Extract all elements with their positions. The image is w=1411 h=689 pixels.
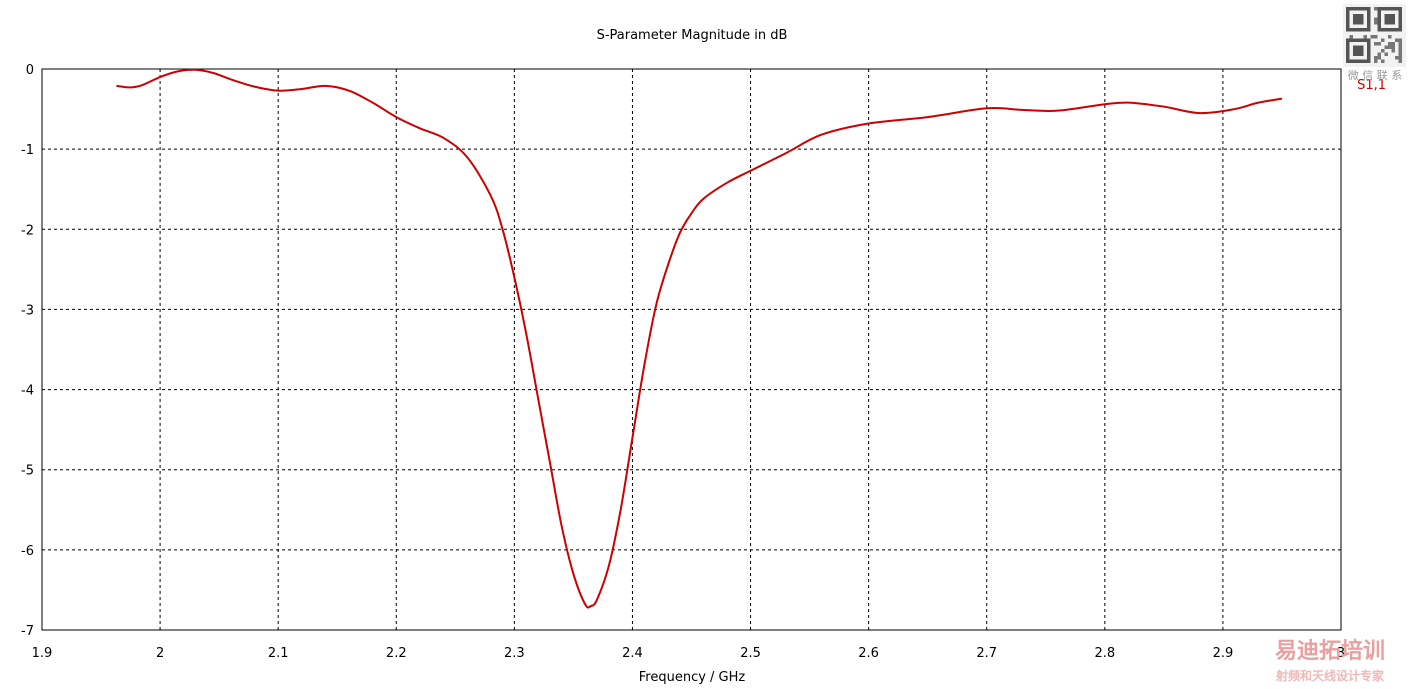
y-tick-label: -7	[21, 624, 34, 639]
y-tick-label: -1	[21, 143, 34, 158]
x-tick-label: 2.4	[622, 646, 643, 661]
qr-module	[1374, 35, 1378, 39]
x-tick-label: 2.1	[268, 646, 289, 661]
qr-module	[1395, 56, 1399, 60]
qr-module	[1370, 35, 1374, 39]
qr-module	[1388, 42, 1392, 46]
qr-module	[1374, 7, 1378, 11]
qr-module	[1374, 42, 1378, 46]
y-tick-label: -3	[21, 303, 34, 318]
x-tick-labels: 1.9 2 2.1 2.2 2.3 2.4 2.5 2.6 2.7 2.8 2.9 3	[32, 646, 1345, 661]
qr-module	[1377, 56, 1381, 60]
qr-module	[1374, 17, 1378, 21]
y-tick-label: 0	[26, 63, 34, 78]
x-tick-label: 2.7	[976, 646, 997, 661]
qr-module	[1391, 45, 1395, 49]
qr-module	[1374, 21, 1378, 25]
legend-entry-s11: S1,1	[1357, 78, 1386, 93]
x-tick-label: 2.6	[858, 646, 879, 661]
x-tick-label: 2.5	[740, 646, 761, 661]
chart-title: S-Parameter Magnitude in dB	[597, 28, 788, 43]
qr-module	[1384, 45, 1388, 49]
qr-module	[1388, 35, 1392, 39]
qr-module	[1398, 38, 1402, 42]
series-lines	[116, 68, 1283, 609]
qr-module	[1388, 45, 1392, 49]
qr-caption: 微 信 联 系	[1348, 68, 1403, 82]
y-tick-label: -4	[21, 384, 34, 399]
qr-module	[1395, 38, 1399, 42]
qr-code-watermark: 微 信 联 系	[1343, 4, 1406, 82]
qr-module	[1374, 59, 1378, 63]
y-tick-labels: 0 -1 -2 -3 -4 -5 -6 -7	[21, 63, 34, 639]
qr-finder	[1353, 14, 1364, 25]
qr-module	[1398, 45, 1402, 49]
grid-lines	[42, 69, 1341, 630]
plot-frame	[41, 68, 1342, 631]
qr-module	[1363, 35, 1367, 39]
qr-module	[1391, 49, 1395, 53]
qr-module	[1398, 49, 1402, 53]
qr-module	[1384, 52, 1388, 56]
qr-module	[1381, 38, 1385, 42]
y-tick-label: -2	[21, 223, 34, 238]
x-tick-label: 2.8	[1094, 646, 1115, 661]
x-tick-label: 2.3	[504, 646, 525, 661]
qr-module	[1381, 59, 1385, 63]
x-tick-label: 1.9	[32, 646, 53, 661]
x-tick-label: 2	[156, 646, 164, 661]
qr-module	[1374, 56, 1378, 60]
qr-module	[1398, 56, 1402, 60]
qr-module	[1377, 42, 1381, 46]
qr-module	[1349, 35, 1353, 39]
qr-module	[1377, 52, 1381, 56]
qr-module	[1381, 49, 1385, 53]
x-tick-label: 3	[1337, 646, 1345, 661]
y-tick-label: -5	[21, 464, 34, 479]
x-tick-label: 2.2	[386, 646, 407, 661]
qr-module	[1398, 52, 1402, 56]
brand-logo-subtitle: 射频和天线设计专家	[1275, 668, 1385, 683]
qr-module	[1391, 42, 1395, 46]
qr-finder	[1384, 14, 1395, 25]
qr-module	[1398, 59, 1402, 63]
x-axis-label: Frequency / GHz	[639, 670, 746, 685]
x-tick-label: 2.9	[1213, 646, 1234, 661]
qr-finder	[1353, 45, 1364, 56]
brand-logo-title: 易迪拓培训	[1275, 638, 1385, 664]
brand-logo-watermark: 易迪拓培训 射频和天线设计专家	[1275, 638, 1385, 683]
qr-module	[1398, 42, 1402, 46]
qr-code-pattern	[1346, 7, 1402, 63]
series-line-0	[116, 68, 1283, 609]
y-tick-label: -6	[21, 544, 34, 559]
